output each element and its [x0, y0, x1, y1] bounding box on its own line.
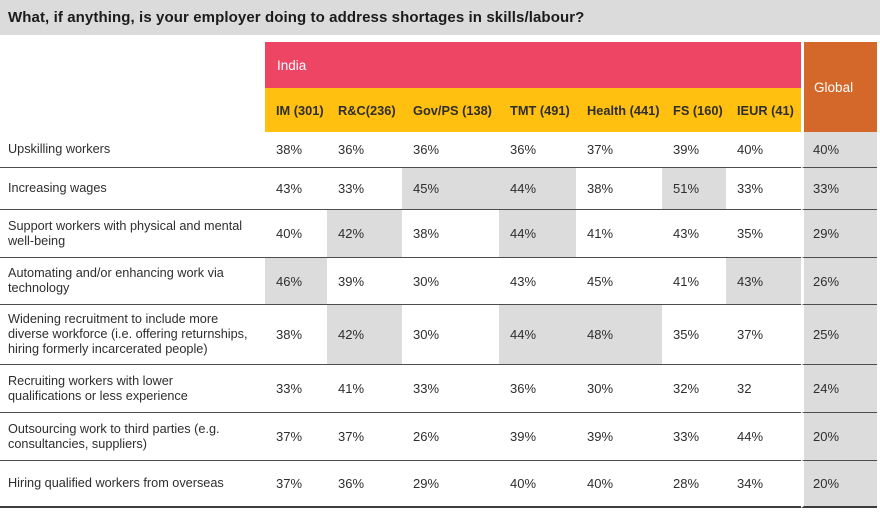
- value-cell: 44%: [726, 413, 802, 461]
- value-cell: 32%: [662, 365, 726, 413]
- value-cell: 48%: [576, 305, 662, 365]
- column-header-health: Health (441): [576, 88, 662, 132]
- table-row: Increasing wages 43% 33% 45% 44% 38% 51%…: [0, 168, 878, 210]
- row-label: Recruiting workers with lower qualificat…: [0, 365, 265, 413]
- value-cell: 26%: [402, 413, 499, 461]
- value-cell: 30%: [402, 305, 499, 365]
- value-cell: 45%: [576, 258, 662, 305]
- table-row: Automating and/or enhancing work via tec…: [0, 258, 878, 305]
- value-cell: 35%: [662, 305, 726, 365]
- value-cell: 51%: [662, 168, 726, 210]
- value-cell: 33%: [265, 365, 327, 413]
- row-label: Automating and/or enhancing work via tec…: [0, 258, 265, 305]
- value-cell: 44%: [499, 210, 576, 258]
- value-cell: 38%: [402, 210, 499, 258]
- value-cell: 43%: [726, 258, 802, 305]
- global-value-cell: 24%: [801, 365, 878, 413]
- row-label: Outsourcing work to third parties (e.g. …: [0, 413, 265, 461]
- value-cell: 33%: [402, 365, 499, 413]
- table-row: Upskilling workers 38% 36% 36% 36% 37% 3…: [0, 132, 878, 168]
- survey-results-table: India Global IM (301) R&C(236) Gov/PS (1…: [0, 42, 878, 508]
- india-group-header: India: [265, 42, 802, 88]
- value-cell: 40%: [265, 210, 327, 258]
- value-cell: 45%: [402, 168, 499, 210]
- table-row: Recruiting workers with lower qualificat…: [0, 365, 878, 413]
- value-cell: 44%: [499, 305, 576, 365]
- column-header-tmt: TMT (491): [499, 88, 576, 132]
- value-cell: 37%: [265, 413, 327, 461]
- value-cell: 41%: [327, 365, 402, 413]
- row-label: Increasing wages: [0, 168, 265, 210]
- header-spacer: [0, 42, 265, 88]
- value-cell: 44%: [499, 168, 576, 210]
- row-label: Hiring qualified workers from overseas: [0, 461, 265, 508]
- value-cell: 43%: [662, 210, 726, 258]
- table-row: Widening recruitment to include more div…: [0, 305, 878, 365]
- row-label: Upskilling workers: [0, 132, 265, 168]
- value-cell: 41%: [662, 258, 726, 305]
- value-cell: 40%: [499, 461, 576, 508]
- value-cell: 43%: [499, 258, 576, 305]
- value-cell: 38%: [265, 132, 327, 168]
- value-cell: 46%: [265, 258, 327, 305]
- global-value-cell: 33%: [801, 168, 878, 210]
- column-header-ieur: IEUR (41): [726, 88, 802, 132]
- global-value-cell: 20%: [801, 461, 878, 508]
- value-cell: 36%: [327, 461, 402, 508]
- header-spacer: [0, 88, 265, 132]
- value-cell: 34%: [726, 461, 802, 508]
- value-cell: 36%: [499, 132, 576, 168]
- value-cell: 29%: [402, 461, 499, 508]
- value-cell: 40%: [576, 461, 662, 508]
- value-cell: 35%: [726, 210, 802, 258]
- table-row: Outsourcing work to third parties (e.g. …: [0, 413, 878, 461]
- global-value-cell: 29%: [801, 210, 878, 258]
- value-cell: 39%: [662, 132, 726, 168]
- value-cell: 39%: [499, 413, 576, 461]
- value-cell: 37%: [265, 461, 327, 508]
- value-cell: 42%: [327, 305, 402, 365]
- value-cell: 36%: [499, 365, 576, 413]
- column-header-rc: R&C(236): [327, 88, 402, 132]
- value-cell: 37%: [726, 305, 802, 365]
- row-label: Support workers with physical and mental…: [0, 210, 265, 258]
- region-header-row: India Global: [0, 42, 878, 132]
- value-cell: 33%: [327, 168, 402, 210]
- value-cell: 37%: [327, 413, 402, 461]
- column-header-govps: Gov/PS (138): [402, 88, 499, 132]
- table-row: Hiring qualified workers from overseas 3…: [0, 461, 878, 508]
- value-cell: 41%: [576, 210, 662, 258]
- column-header-im: IM (301): [265, 88, 327, 132]
- value-cell: 30%: [402, 258, 499, 305]
- global-value-cell: 25%: [801, 305, 878, 365]
- value-cell: 39%: [576, 413, 662, 461]
- value-cell: 42%: [327, 210, 402, 258]
- value-cell: 33%: [726, 168, 802, 210]
- column-header-fs: FS (160): [662, 88, 726, 132]
- value-cell: 38%: [576, 168, 662, 210]
- value-cell: 32: [726, 365, 802, 413]
- row-label: Widening recruitment to include more div…: [0, 305, 265, 365]
- column-header-row: IM (301) R&C(236) Gov/PS (138) TMT (491)…: [0, 88, 877, 132]
- value-cell: 36%: [327, 132, 402, 168]
- value-cell: 37%: [576, 132, 662, 168]
- value-cell: 28%: [662, 461, 726, 508]
- question-title-bar: What, if anything, is your employer doin…: [0, 0, 880, 35]
- value-cell: 33%: [662, 413, 726, 461]
- value-cell: 40%: [726, 132, 802, 168]
- global-value-cell: 40%: [801, 132, 878, 168]
- global-column-header: Global: [801, 42, 878, 132]
- value-cell: 38%: [265, 305, 327, 365]
- global-value-cell: 20%: [801, 413, 878, 461]
- value-cell: 43%: [265, 168, 327, 210]
- question-title: What, if anything, is your employer doin…: [8, 9, 585, 26]
- value-cell: 39%: [327, 258, 402, 305]
- global-value-cell: 26%: [801, 258, 878, 305]
- value-cell: 36%: [402, 132, 499, 168]
- value-cell: 30%: [576, 365, 662, 413]
- table-row: Support workers with physical and mental…: [0, 210, 878, 258]
